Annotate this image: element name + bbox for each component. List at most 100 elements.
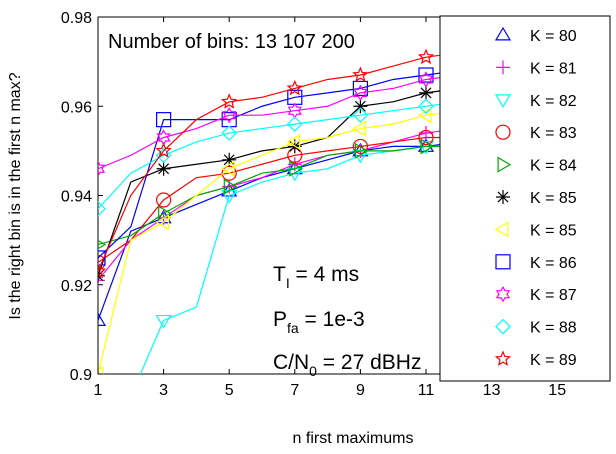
cn0-annotation: C/N0 = 27 dBHz — [273, 351, 421, 379]
legend-item: K = 83 — [495, 124, 577, 142]
legend-box — [439, 15, 611, 382]
series-line — [98, 52, 459, 272]
data-point — [156, 192, 172, 208]
x-tick-label: 7 — [290, 382, 299, 399]
series-11 — [98, 48, 459, 279]
x-tick-label: 5 — [225, 382, 234, 399]
data-point — [289, 160, 303, 177]
x-tick-label: 9 — [356, 382, 365, 399]
series-5 — [98, 138, 459, 250]
x-tick-label: 13 — [483, 382, 501, 399]
legend-label: K = 89 — [530, 352, 577, 369]
legend-label: K = 80 — [530, 28, 577, 45]
data-point — [221, 160, 235, 177]
tl-symbol: T — [273, 263, 286, 286]
tl-subscript: I — [286, 275, 290, 291]
legend-label: K = 87 — [530, 287, 577, 304]
data-point — [353, 99, 368, 114]
data-point — [354, 142, 369, 159]
axes-layer: 1 3 5 7 9 11 13 150.90.920.940.960.98 — [61, 10, 590, 399]
data-point — [352, 138, 368, 155]
data-point — [222, 106, 237, 124]
data-point — [156, 161, 171, 176]
legend-marker — [496, 190, 510, 204]
legend-marker — [494, 350, 512, 366]
data-point — [352, 66, 369, 82]
data-point — [419, 85, 433, 100]
data-point — [352, 80, 368, 97]
legend-item: K = 86 — [495, 254, 577, 272]
legend-marker — [496, 60, 510, 75]
legend-item: K = 89 — [494, 350, 577, 369]
data-point — [418, 129, 434, 146]
legend-label: K = 85 — [530, 222, 577, 239]
x-tick-label: 3 — [159, 382, 168, 399]
tl-annotation: TI = 4 ms — [273, 263, 359, 291]
x-axis-label: n first maximums — [293, 430, 414, 447]
series-line — [98, 110, 459, 374]
tl-value: = 4 ms — [290, 263, 359, 286]
data-point — [418, 67, 434, 83]
data-point — [417, 48, 435, 65]
legend-item: K = 82 — [494, 93, 577, 110]
data-point — [155, 142, 172, 158]
legend-marker — [495, 318, 511, 335]
pfa-annotation: Pfa = 1e-3 — [273, 308, 365, 336]
legend-item: K = 84 — [497, 156, 577, 175]
bins-annotation: Number of bins: 13 107 200 — [108, 31, 355, 53]
pfa-value: = 1e-3 — [299, 308, 365, 331]
y-tick-label: 0.9 — [70, 367, 92, 384]
data-point — [155, 214, 170, 231]
legend-marker — [495, 286, 511, 303]
series-layer — [98, 48, 459, 374]
data-point — [98, 239, 107, 250]
pfa-symbol: P — [273, 308, 287, 331]
legend-label: K = 85 — [530, 190, 577, 207]
x-tick-label: 1 — [94, 382, 103, 399]
legend-marker — [494, 26, 512, 41]
data-point — [418, 71, 434, 88]
cn0-subscript: 0 — [309, 363, 317, 379]
y-axis-label: Is the right bin is in the first n max? — [7, 72, 24, 319]
x-tick-label: 11 — [418, 382, 435, 399]
y-tick-label: 0.98 — [61, 10, 92, 27]
legend-marker — [494, 221, 509, 238]
legend-item: K = 80 — [494, 26, 577, 45]
data-point — [222, 152, 237, 167]
pfa-subscript: fa — [287, 320, 299, 336]
legend-item: K = 85 — [494, 221, 577, 239]
legend-item: K = 87 — [495, 286, 577, 304]
legend-label: K = 88 — [530, 320, 577, 337]
legend-marker — [497, 156, 512, 173]
legend-label: K = 83 — [530, 125, 577, 142]
data-point — [221, 125, 238, 141]
data-point — [353, 84, 368, 102]
x-tick-label: 15 — [548, 382, 566, 399]
data-point — [155, 314, 172, 329]
y-tick-label: 0.94 — [61, 189, 92, 206]
cn0-value: = 27 dBHz — [317, 351, 421, 374]
data-point — [156, 112, 172, 128]
series-line — [98, 69, 459, 259]
legend-label: K = 86 — [530, 255, 577, 272]
data-point — [286, 133, 301, 150]
data-point — [98, 201, 106, 217]
data-point — [352, 120, 366, 137]
data-point — [98, 250, 106, 266]
legend-label: K = 81 — [530, 60, 577, 77]
legend-marker — [494, 94, 512, 108]
legend: K = 80 K = 81 K = 82 K = 83 K = 84 K = 85 K = … — [439, 15, 611, 382]
data-point — [221, 93, 238, 109]
data-point — [417, 138, 435, 152]
data-point — [98, 160, 106, 177]
legend-marker — [495, 124, 511, 140]
legend-item: K = 81 — [496, 60, 577, 77]
legend-item: K = 88 — [495, 318, 577, 337]
y-tick-label: 0.96 — [61, 99, 92, 116]
data-point — [352, 107, 369, 124]
y-tick-label: 0.92 — [61, 278, 92, 295]
legend-item: K = 85 — [496, 190, 577, 207]
data-point — [286, 116, 303, 132]
legend-label: K = 82 — [530, 93, 577, 110]
